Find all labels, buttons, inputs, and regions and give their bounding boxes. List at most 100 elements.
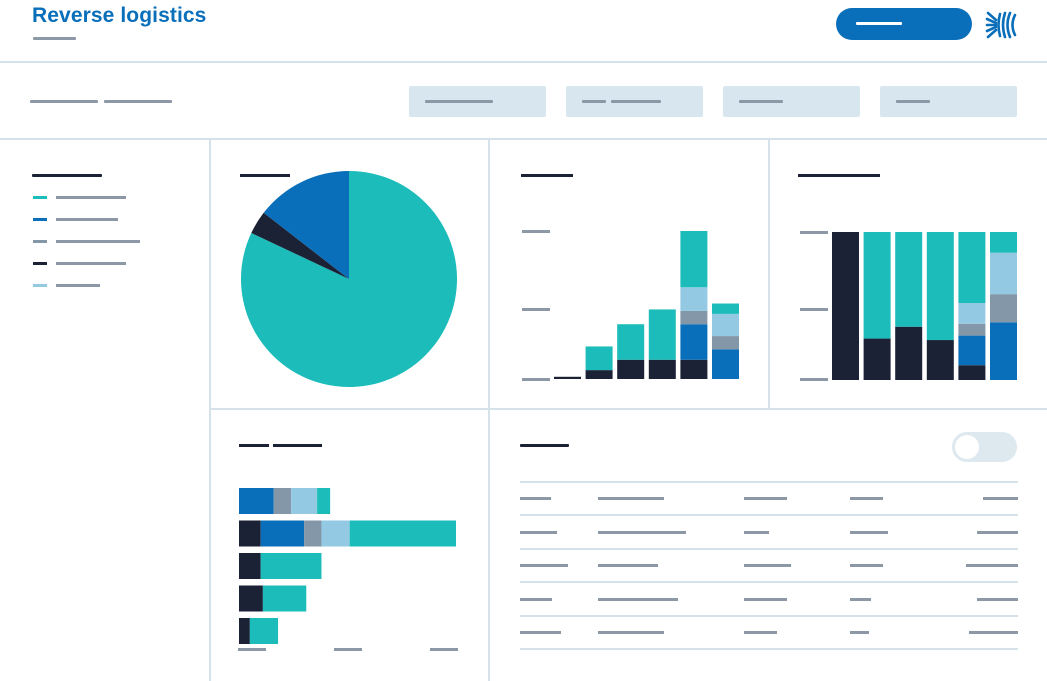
table-cell bbox=[969, 631, 1018, 634]
bar-segment bbox=[349, 520, 456, 547]
pie-slice bbox=[251, 212, 349, 279]
x-tick-label bbox=[430, 648, 458, 651]
bar-segment bbox=[249, 618, 279, 644]
y-tick-label bbox=[522, 378, 550, 381]
pie-slice bbox=[263, 171, 349, 279]
table-title bbox=[520, 444, 569, 447]
table-cell bbox=[598, 530, 686, 534]
table-cell bbox=[520, 564, 568, 567]
y-tick-label bbox=[522, 230, 550, 233]
bar-segment bbox=[990, 294, 1017, 323]
pie-slice bbox=[241, 171, 458, 387]
bar-segment bbox=[262, 585, 307, 612]
legend-title bbox=[32, 174, 102, 177]
bar-segment bbox=[239, 585, 263, 612]
bar-segment bbox=[895, 232, 923, 327]
filter-divider bbox=[0, 138, 1047, 140]
bar-segment bbox=[832, 232, 859, 380]
bar-segment bbox=[863, 232, 891, 339]
bar-segment bbox=[304, 520, 322, 547]
table-cell bbox=[744, 530, 769, 534]
panel-divider-v1 bbox=[488, 140, 490, 681]
panel-divider-h bbox=[209, 408, 1047, 410]
bar-segment bbox=[990, 322, 1017, 380]
table-row-divider bbox=[520, 615, 1018, 617]
brand-wave-logo-icon[interactable] bbox=[985, 9, 1019, 41]
legend-swatch bbox=[33, 218, 47, 221]
bar-segment bbox=[895, 326, 923, 380]
pie-title bbox=[240, 174, 290, 177]
table-cell bbox=[598, 597, 678, 601]
legend-swatch bbox=[33, 284, 47, 287]
y-tick-label bbox=[522, 308, 550, 311]
table-cell bbox=[850, 497, 883, 500]
bar-segment bbox=[680, 310, 708, 325]
primary-action-button[interactable] bbox=[836, 8, 972, 40]
table-cell bbox=[744, 631, 777, 634]
legend-label bbox=[56, 284, 100, 287]
bar-segment bbox=[958, 303, 986, 324]
bar-segment bbox=[680, 359, 708, 379]
filter-label-2 bbox=[104, 100, 172, 103]
bar-segment bbox=[712, 313, 739, 337]
table-cell bbox=[598, 631, 664, 634]
table-cell bbox=[520, 597, 552, 601]
bar-segment bbox=[585, 346, 613, 371]
table-row-divider bbox=[520, 548, 1018, 550]
filter-chip-2[interactable] bbox=[566, 86, 703, 117]
bar-segment bbox=[554, 376, 581, 379]
table-cell bbox=[598, 564, 658, 567]
bar-segment bbox=[926, 340, 954, 380]
bar-segment bbox=[680, 324, 708, 360]
chart-title bbox=[798, 174, 880, 177]
legend-label bbox=[56, 196, 126, 199]
bar-segment bbox=[260, 520, 305, 547]
horizontal-bar-chart-panel bbox=[238, 444, 458, 651]
bar-segment bbox=[317, 488, 331, 514]
table-toggle[interactable] bbox=[952, 432, 1017, 462]
bar-segment bbox=[958, 365, 986, 380]
bar-segment bbox=[321, 520, 350, 547]
bar-segment bbox=[239, 553, 261, 579]
legend-swatch bbox=[33, 262, 47, 265]
bar-segment bbox=[239, 520, 261, 547]
legend-swatch bbox=[33, 196, 47, 199]
legend-label bbox=[56, 262, 126, 265]
bar-segment bbox=[712, 336, 739, 350]
table-row-divider bbox=[520, 581, 1018, 583]
table-header-rule bbox=[520, 481, 1018, 483]
panel-divider-v2 bbox=[768, 140, 770, 410]
y-tick-label bbox=[800, 231, 828, 234]
stacked-percent-chart-panel bbox=[798, 174, 1017, 381]
table-row-divider bbox=[520, 514, 1018, 516]
table-cell bbox=[744, 597, 787, 601]
table-row-divider bbox=[520, 648, 1018, 650]
bar-segment bbox=[712, 349, 739, 379]
filter-chip-4[interactable] bbox=[880, 86, 1017, 117]
bar-segment bbox=[990, 252, 1017, 295]
table-cell bbox=[983, 497, 1018, 500]
legend-label bbox=[56, 240, 140, 243]
y-tick-label bbox=[800, 308, 828, 311]
bar-segment bbox=[585, 370, 613, 379]
title-underline bbox=[33, 37, 76, 40]
table-cell bbox=[850, 597, 871, 601]
bar-segment bbox=[712, 303, 739, 314]
filter-chip-3[interactable] bbox=[723, 86, 860, 117]
y-tick-label bbox=[800, 378, 828, 381]
table-cell bbox=[977, 530, 1018, 534]
bar-segment bbox=[260, 553, 322, 579]
legend-swatch bbox=[33, 240, 47, 243]
table-cell bbox=[966, 564, 1018, 567]
filter-chip-1[interactable] bbox=[409, 86, 546, 117]
bar-segment bbox=[958, 323, 986, 336]
sidebar-divider bbox=[209, 140, 211, 681]
filter-label-1 bbox=[30, 100, 98, 103]
bar-segment bbox=[617, 359, 645, 379]
bar-segment bbox=[291, 488, 318, 514]
bar-segment bbox=[648, 359, 676, 379]
legend-label bbox=[56, 218, 118, 221]
chart-title bbox=[273, 444, 322, 447]
bar-segment bbox=[926, 232, 954, 341]
table-cell bbox=[850, 564, 883, 567]
